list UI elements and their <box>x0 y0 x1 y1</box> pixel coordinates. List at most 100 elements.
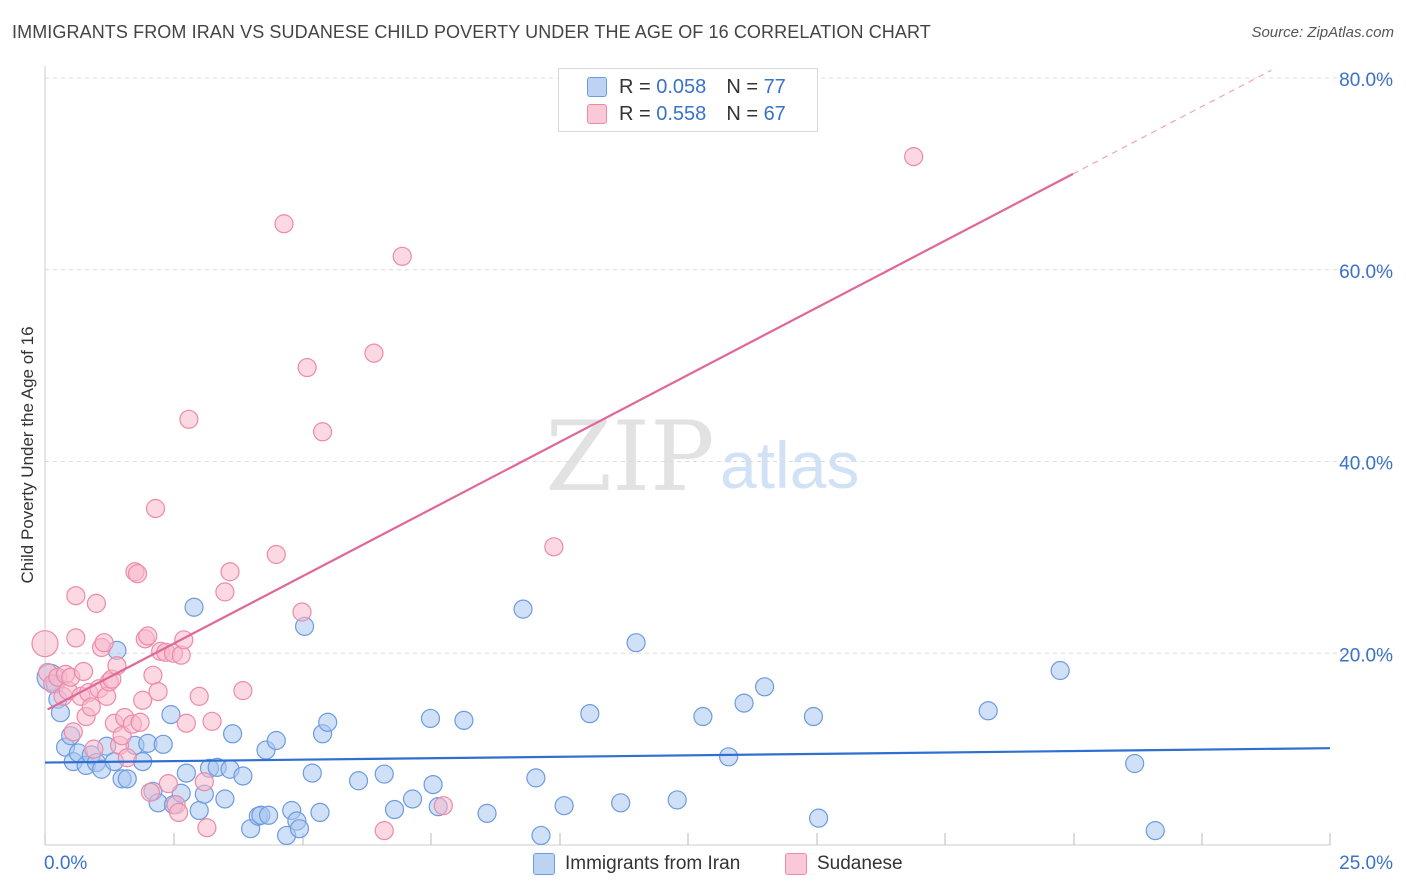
sudanese-point <box>158 774 178 794</box>
sudanese-point <box>220 562 240 582</box>
iran-point <box>626 633 646 653</box>
iran-point <box>1145 821 1165 841</box>
sudanese-point <box>94 633 114 653</box>
bottom-legend-label: Sudanese <box>817 853 903 874</box>
legend-n-value: 77 <box>763 75 786 98</box>
legend-n-value: 67 <box>763 102 786 125</box>
iran-point <box>423 774 443 795</box>
iran-point <box>161 705 181 725</box>
legend-r-value: 0.058 <box>656 75 707 98</box>
sudanese-point <box>266 544 286 565</box>
iran-point <box>223 724 243 744</box>
sudanese-point <box>274 214 294 234</box>
grid <box>45 77 1392 654</box>
iran-point <box>289 819 310 839</box>
iran-point <box>374 764 394 784</box>
sudanese-point <box>133 690 153 710</box>
iran-swatch <box>587 77 607 97</box>
iran-point <box>719 747 739 767</box>
sudanese-point <box>544 537 564 557</box>
legend-r-label: R = <box>619 102 651 125</box>
sudanese-point <box>31 630 59 658</box>
sudanese-point <box>143 665 163 685</box>
sudanese-point <box>297 357 317 378</box>
legend-row-sudanese: R = 0.558 N = 67 <box>587 102 786 126</box>
sudanese-swatch <box>785 853 807 875</box>
iran-point <box>803 706 824 727</box>
iran-point <box>302 763 322 783</box>
iran-point <box>153 734 173 754</box>
iran-point <box>258 805 279 825</box>
sudanese-point <box>117 748 137 768</box>
iran-point <box>402 789 423 809</box>
sudanese-point <box>148 681 168 702</box>
sudanese-point <box>233 681 253 701</box>
legend-row-iran: R = 0.058 N = 77 <box>587 75 786 99</box>
iran-point <box>233 766 253 786</box>
y-tick-label: 40.0% <box>1339 454 1393 475</box>
iran-point <box>454 710 474 730</box>
watermark-zip: ZIP <box>545 401 714 513</box>
source-note: Source: ZipAtlas.com <box>1251 24 1394 41</box>
iran-point <box>215 789 235 809</box>
sudanese-point <box>169 802 189 823</box>
iran-point <box>189 800 209 821</box>
legend-n-label: N = <box>726 75 758 98</box>
x-tick-label: 0.0% <box>44 853 87 874</box>
legend-r-value: 0.558 <box>656 102 707 125</box>
sudanese-point <box>374 821 394 841</box>
bottom-legend-label: Immigrants from Iran <box>565 853 741 874</box>
sudanese-point <box>81 697 101 717</box>
axes <box>44 66 1331 846</box>
iran-point <box>526 768 546 788</box>
sudanese-point <box>189 686 209 706</box>
legend-r-label: R = <box>619 75 651 98</box>
trend-lines <box>44 69 1331 764</box>
iran-point <box>531 825 551 846</box>
sudanese-point <box>904 147 924 167</box>
iran-trend-line <box>44 747 1331 764</box>
sudanese-point <box>127 564 148 584</box>
sudanese-point <box>174 630 194 650</box>
iran-point <box>184 597 204 617</box>
iran-point <box>477 803 497 823</box>
sudanese-point <box>197 818 217 838</box>
iran-point <box>693 706 713 727</box>
sudanese-swatch <box>587 104 607 124</box>
sudanese-point <box>73 661 94 682</box>
iran-point <box>310 802 330 823</box>
iran-point <box>176 763 196 783</box>
sudanese-point <box>63 722 83 742</box>
iran-point <box>1125 753 1145 774</box>
sudanese-point <box>66 586 86 606</box>
sudanese-point <box>202 711 222 731</box>
sudanese-trend-extension <box>1072 69 1272 175</box>
iran-point <box>580 704 600 724</box>
iran-point <box>734 693 754 713</box>
x-tick-label: 25.0% <box>1339 853 1393 874</box>
sudanese-point <box>215 582 235 602</box>
iran-point <box>611 793 631 813</box>
iran-point <box>384 799 405 820</box>
iran-point <box>420 708 441 729</box>
sudanese-point <box>292 602 312 622</box>
sudanese-point <box>179 409 199 429</box>
iran-point <box>348 771 369 791</box>
iran-point <box>978 701 998 721</box>
iran-point <box>554 796 574 816</box>
sudanese-point <box>194 772 214 792</box>
y-tick-label: 20.0% <box>1339 645 1393 666</box>
iran-point <box>513 599 533 619</box>
correlation-legend: R = 0.058 N = 77 R = 0.558 N = 67 <box>558 68 818 132</box>
iran-point <box>754 677 775 697</box>
y-tick-label: 60.0% <box>1339 262 1393 283</box>
sudanese-point <box>312 422 333 442</box>
iran-point <box>266 730 286 751</box>
sudanese-point <box>84 739 104 759</box>
iran-point <box>808 808 829 828</box>
sudanese-point <box>433 796 453 816</box>
legend-n-label: N = <box>726 102 758 125</box>
bottom-legend-sudanese: Sudanese <box>785 852 903 876</box>
y-tick-label: 80.0% <box>1339 70 1393 91</box>
